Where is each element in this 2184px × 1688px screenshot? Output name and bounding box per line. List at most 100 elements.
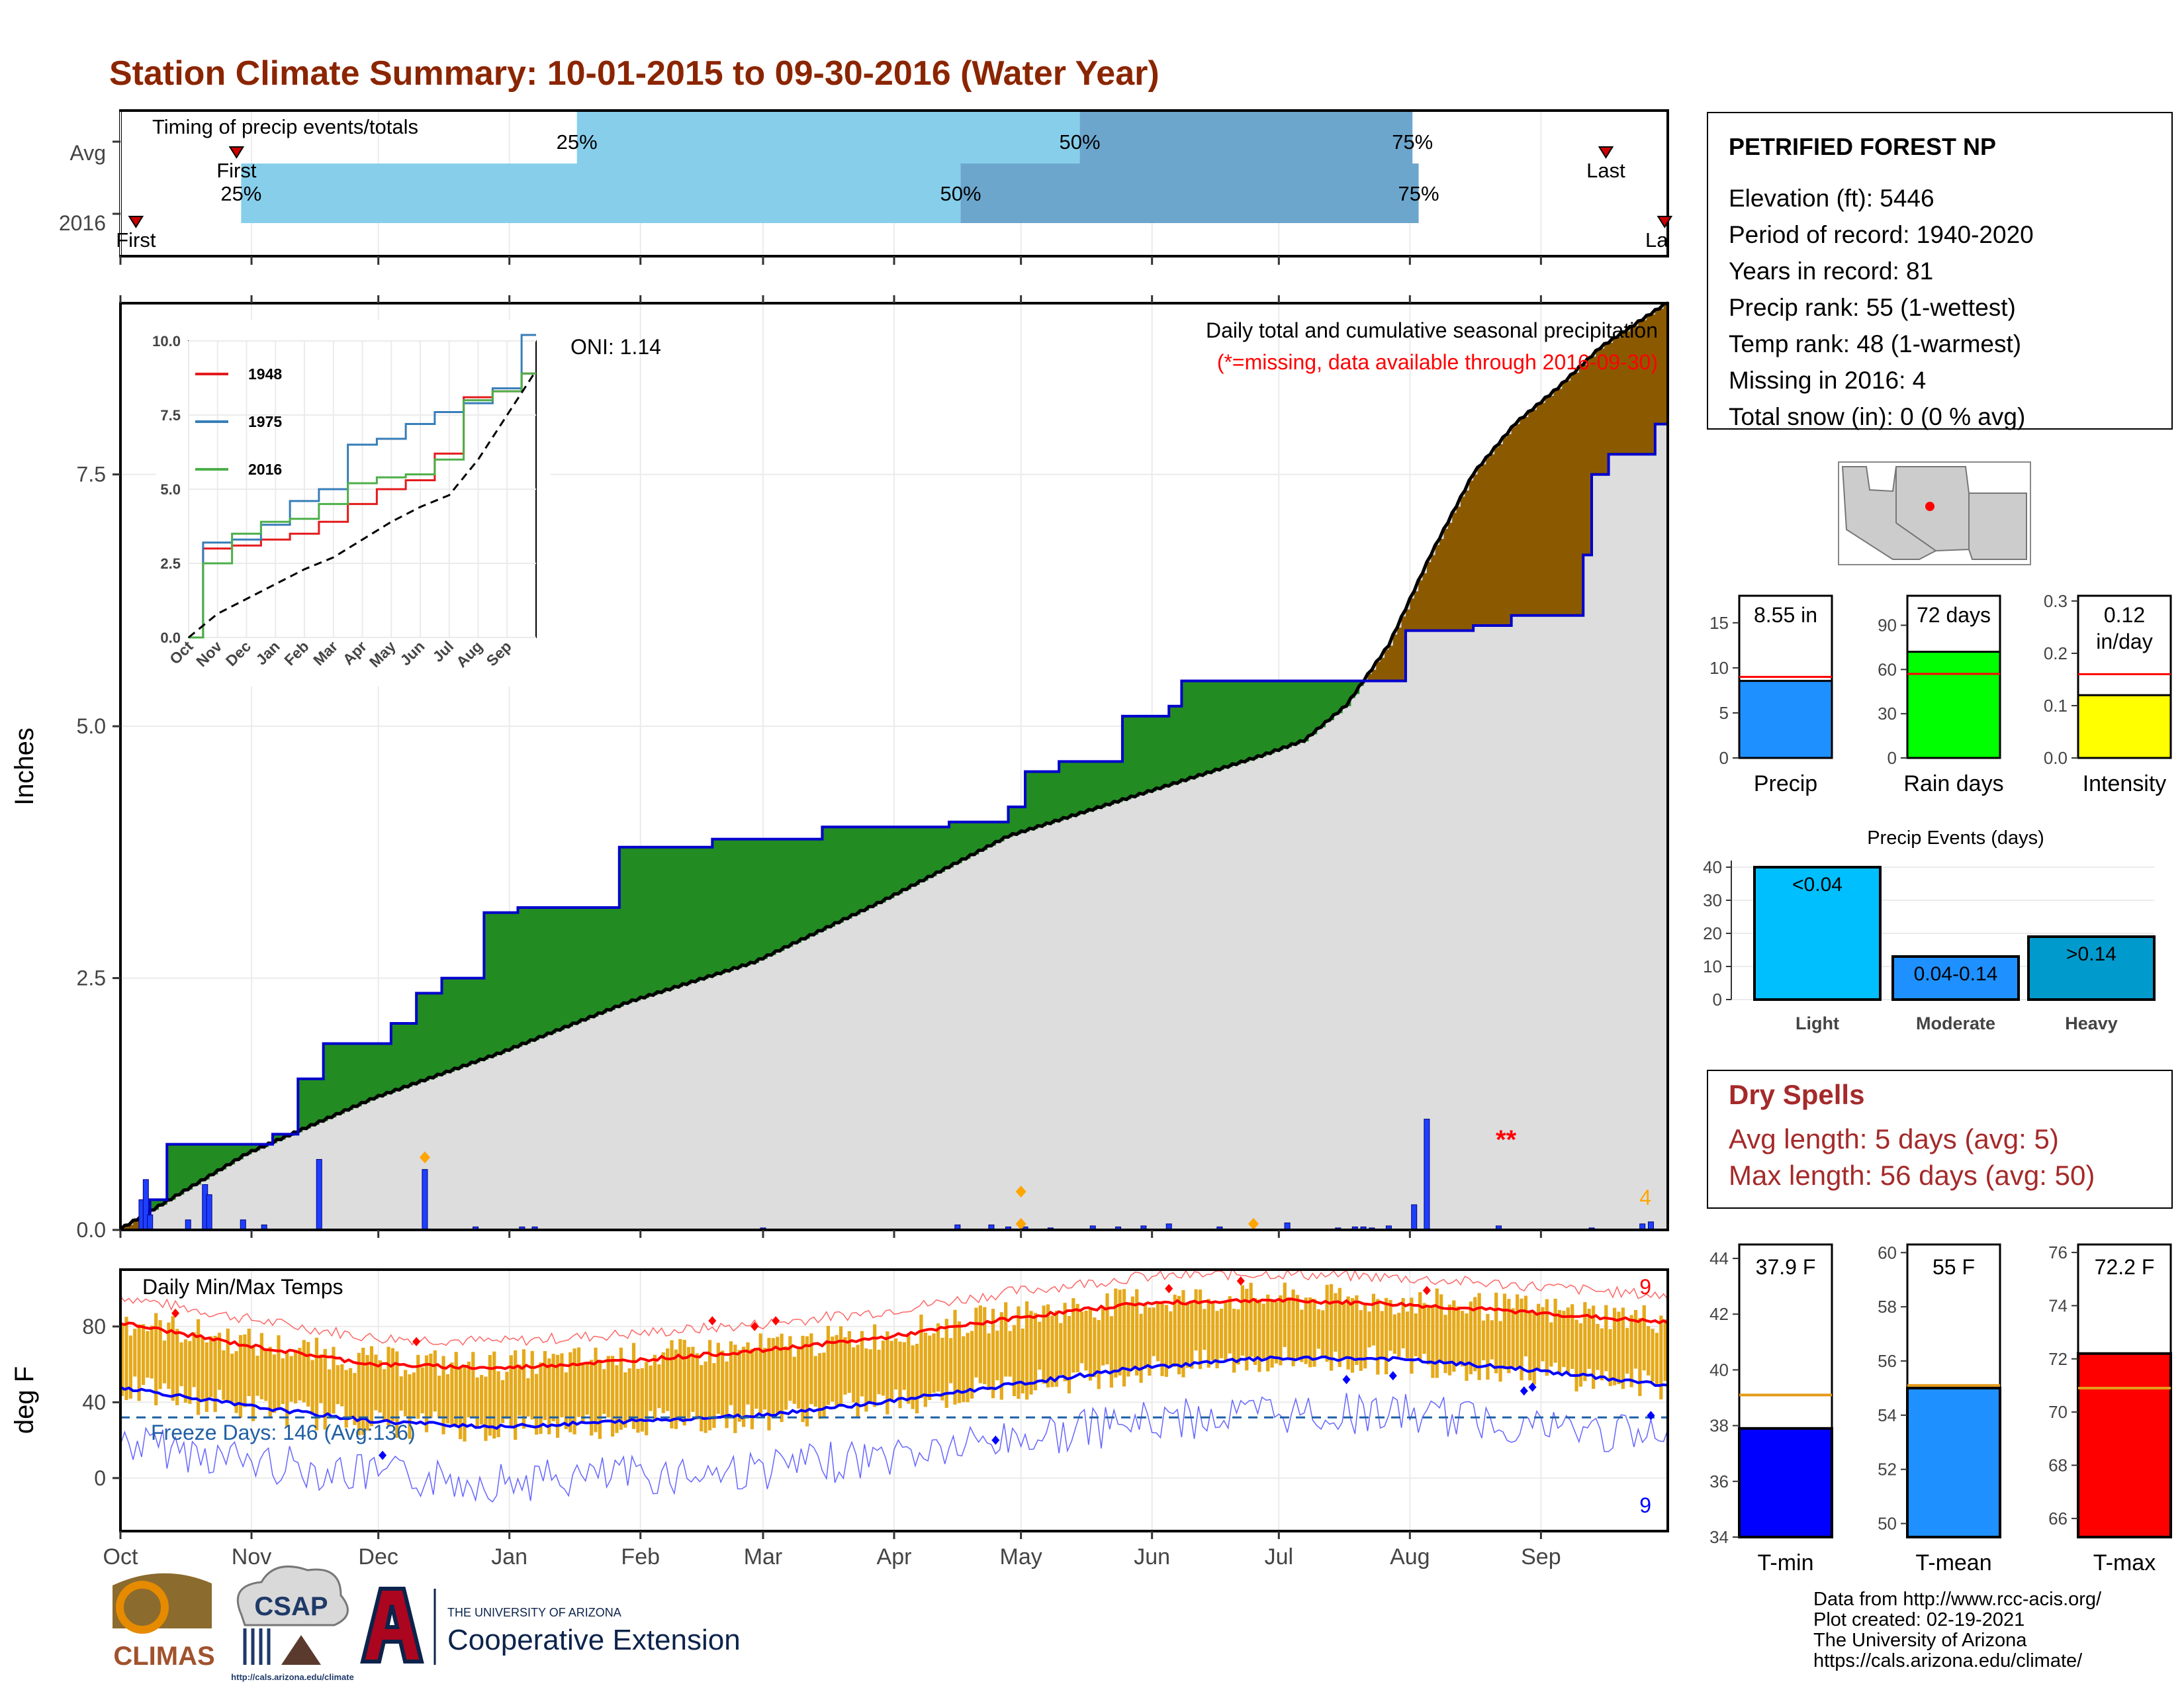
daily-temp-range-bar [856,1344,860,1419]
temp-gauge-tick-label: 72 [2048,1349,2068,1369]
temp-gauge-tick-label: 76 [2048,1243,2068,1262]
record-low-marker [1388,1371,1397,1381]
daily-temp-range-bar [843,1337,847,1395]
daily-temp-range-bar [1029,1311,1033,1395]
temp-gauge-tick-label: 36 [1709,1472,1729,1491]
daily-temp-range-bar [1071,1298,1075,1373]
daily-temp-range-bar [809,1333,813,1405]
month-tick-label: Apr [877,1544,912,1570]
daily-temp-range-bar [1346,1296,1350,1370]
daily-temp-range-bar [285,1352,289,1427]
gauge-value-bar [1738,680,1833,759]
month-tick-label: Dec [358,1544,398,1570]
daily-temp-range-bar [623,1372,627,1428]
daily-temp-range-bar [957,1321,962,1403]
month-tick-label: Jun [1134,1544,1170,1570]
daily-temp-range-bar [666,1348,670,1411]
daily-temp-range-bar [518,1364,522,1416]
daily-temp-range-bar [238,1335,243,1419]
daily-temp-range-bar [201,1336,205,1399]
daily-temp-range-bar [1536,1303,1541,1370]
daily-temp-range-bar [619,1347,623,1430]
daily-temp-range-bar [991,1309,995,1399]
daily-temp-range-bar [1198,1289,1203,1370]
daily-temp-range-bar [348,1368,353,1420]
daily-temp-range-bar [1160,1302,1164,1376]
daily-temp-range-bar [530,1350,534,1420]
daily-temp-range-bar [902,1342,906,1390]
daily-temp-range-bar [590,1360,594,1436]
station-box: PETRIFIED FOREST NP Elevation (ft): 5446… [1707,112,2173,430]
daily-temp-range-bar [340,1364,344,1407]
daily-temp-range-bar [268,1346,272,1419]
daily-temp-range-bar [555,1354,560,1438]
daily-temp-range-bar [572,1348,576,1434]
record-low-marker [991,1435,1000,1445]
quartile-label-25: 25% [557,130,598,154]
temp-gauge-name: T-mean [1915,1550,1991,1575]
timing-panel-label: Timing of precip events/totals [152,115,418,138]
daily-temp-range-bar [133,1329,137,1377]
gauge-tick-label: 10 [1709,658,1729,678]
events-value-label: 0.04-0.14 [1914,963,1998,985]
daily-temp-range-bar [146,1331,150,1378]
daily-temp-range-bar [826,1325,830,1405]
daily-temp-range-bar [1456,1306,1460,1366]
daily-temp-range-bar [758,1333,762,1413]
events-bars: 0 10 20 30 40 <0.04 Light 0.04-0.14 Moderate >0.1… [1703,857,2156,1033]
record-low-count: 9 [1639,1493,1651,1517]
daily-temp-range-bar [657,1364,661,1409]
missing-marker: ** [1496,1125,1517,1154]
daily-precip-bar [147,1214,154,1231]
daily-temp-range-bar [1084,1310,1088,1371]
last-event-label: Last [1586,159,1625,182]
daily-temp-range-bar [1304,1297,1308,1364]
daily-temp-range-bar [1219,1309,1224,1358]
daily-temp-range-bar [1156,1302,1160,1362]
quartile-label-50: 50% [1060,130,1101,154]
daily-temp-range-bar [686,1346,691,1419]
daily-temp-range-bar [154,1313,158,1405]
temp-gauge-tick-label: 60 [1878,1243,1897,1262]
daily-temp-range-bar [243,1334,247,1407]
daily-temp-range-bar [328,1369,332,1415]
precip-y-tick-label: 7.5 [77,463,106,487]
daily-temp-range-bar [1054,1310,1058,1387]
daily-temp-range-bar [640,1368,644,1432]
record-high-marker [1165,1284,1173,1293]
daily-temp-range-bar [712,1363,716,1429]
daily-temp-range-bar [1638,1318,1642,1396]
daily-temp-range-bar [1295,1295,1300,1361]
daily-temp-range-bar [576,1347,581,1417]
daily-temp-range-bar [978,1305,982,1383]
daily-temp-range-bar [674,1349,678,1429]
daily-temp-range-bar [1325,1284,1329,1362]
daily-temp-range-bar [1059,1323,1063,1375]
daily-temp-range-bar [543,1351,547,1421]
dry-spells-box: Dry Spells Avg length: 5 days (avg: 5) M… [1707,1070,2173,1209]
first-event-marker [128,216,144,228]
daily-temp-range-bar [1452,1300,1456,1372]
daily-temp-range-bar [1308,1297,1312,1368]
map-borders [1895,467,1970,551]
daily-temp-range-bar [716,1342,720,1414]
daily-temp-range-bar [1566,1307,1570,1375]
precip-y-tick-label: 5.0 [77,714,106,738]
daily-temp-range-bar [1367,1311,1371,1348]
dry-spells-avg: Avg length: 5 days (avg: 5) [1729,1123,2059,1154]
timing-row-2016-label: 2016 [59,211,106,235]
daily-temp-range-bar [467,1361,471,1418]
daily-temp-range-bar [403,1370,408,1417]
quartile-label-75: 75% [1392,130,1433,154]
credit-line: Plot created: 02-19-2021 [1813,1609,2025,1630]
gauge-tick-label: 0 [1719,748,1729,768]
dry-spells-max: Max length: 56 days (avg: 50) [1729,1160,2095,1191]
daily-temp-range-bar [801,1335,805,1423]
daily-temp-range-bar [1541,1307,1545,1362]
daily-temp-range-bar [150,1325,154,1379]
dry-spells-frame [1707,1070,2173,1209]
csap-logo: CSAP http://cals.arizona.edu/climate [231,1565,354,1682]
daily-temp-range-bar [847,1331,851,1393]
daily-precip-bar [240,1219,246,1231]
